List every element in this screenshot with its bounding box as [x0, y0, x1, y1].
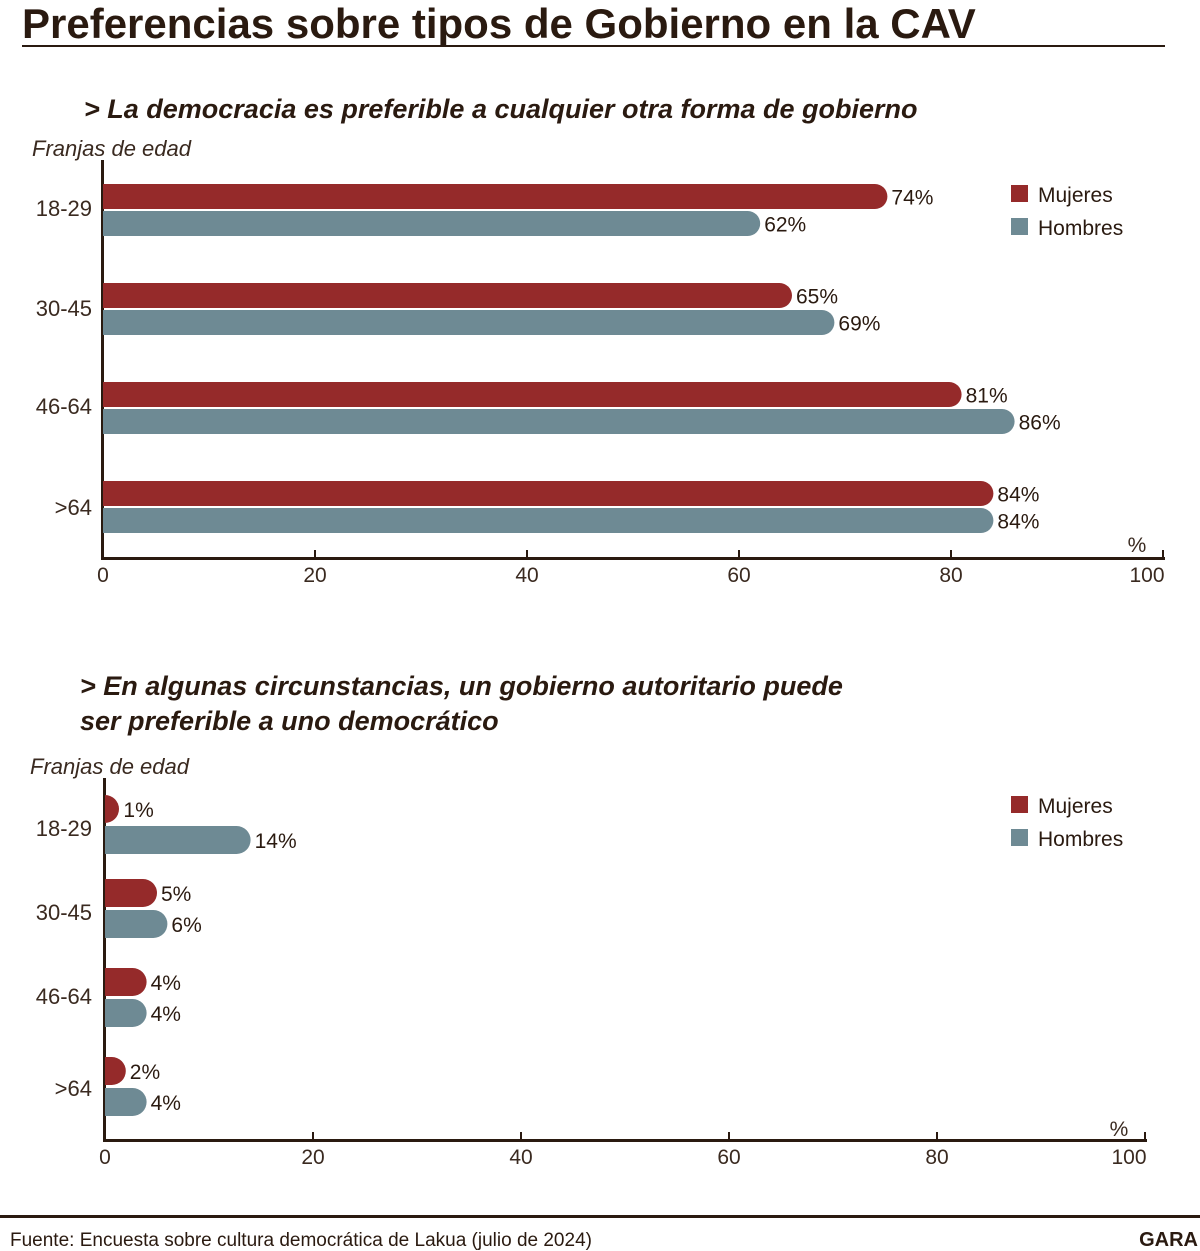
- legend-swatch-hombres: [1011, 829, 1028, 846]
- x-tick-label: 40: [509, 1146, 532, 1169]
- bar-mujeres: [105, 1057, 126, 1085]
- bar-mujeres: [103, 184, 888, 209]
- x-tick-label: 0: [97, 564, 109, 587]
- category-label: 46-64: [36, 394, 92, 419]
- data-label: 84%: [997, 511, 1039, 534]
- x-tick-mark: [312, 1132, 314, 1140]
- y-axis-label: Franjas de edad: [30, 754, 190, 779]
- legend-label: Mujeres: [1038, 795, 1113, 818]
- source-note: Fuente: Encuesta sobre cultura democráti…: [10, 1230, 592, 1251]
- category-label: 30-45: [36, 296, 92, 321]
- data-label: 1%: [123, 799, 153, 822]
- x-tick-label: 100: [1129, 564, 1164, 587]
- legend-swatch-mujeres: [1011, 185, 1028, 202]
- bar-hombres: [103, 310, 835, 335]
- chart-1: > La democracia es preferible a cualquie…: [32, 94, 1165, 587]
- x-tick-label: 60: [717, 1146, 740, 1169]
- bar-hombres: [105, 910, 168, 938]
- legend-label: Hombres: [1038, 828, 1123, 851]
- legend-swatch-mujeres: [1011, 796, 1028, 813]
- bar-mujeres: [105, 968, 147, 996]
- page-title: Preferencias sobre tipos de Gobierno en …: [22, 0, 976, 47]
- bar-mujeres: [103, 382, 962, 407]
- chart-subtitle: > La democracia es preferible a cualquie…: [84, 94, 918, 124]
- bar-mujeres: [103, 283, 792, 308]
- data-label: 84%: [997, 484, 1039, 507]
- x-tick-mark: [520, 1132, 522, 1140]
- data-label: 86%: [1019, 412, 1061, 435]
- footer-rule: [0, 1215, 1200, 1218]
- legend-label: Mujeres: [1038, 184, 1113, 207]
- category-label: 46-64: [36, 984, 92, 1009]
- chart-subtitle: ser preferible a uno democrático: [80, 706, 499, 736]
- x-tick-label: 60: [727, 564, 750, 587]
- x-tick-mark: [936, 1132, 938, 1140]
- bar-hombres: [103, 211, 761, 236]
- bar-hombres: [105, 1088, 147, 1116]
- bar-mujeres: [103, 481, 994, 506]
- y-axis-line: [103, 778, 106, 1142]
- data-label: 4%: [151, 972, 181, 995]
- x-tick-label: 20: [303, 564, 326, 587]
- x-tick-label: 20: [301, 1146, 324, 1169]
- chart-subtitle: > En algunas circunstancias, un gobierno…: [80, 671, 843, 701]
- data-label: 14%: [255, 830, 297, 853]
- y-axis-line: [101, 160, 104, 560]
- x-tick-label: 80: [939, 564, 962, 587]
- x-tick-mark: [738, 550, 740, 558]
- data-label: 4%: [151, 1003, 181, 1026]
- x-axis-line: [103, 1139, 1147, 1142]
- data-label: 74%: [891, 187, 933, 210]
- bar-hombres: [103, 508, 994, 533]
- x-tick-mark: [314, 550, 316, 558]
- data-label: 62%: [764, 214, 806, 237]
- x-tick-mark: [526, 550, 528, 558]
- x-tick-mark: [950, 550, 952, 558]
- data-label: 2%: [130, 1061, 160, 1084]
- x-axis-unit: %: [1110, 1118, 1129, 1141]
- bar-hombres: [105, 999, 147, 1027]
- data-label: 4%: [151, 1092, 181, 1115]
- publisher-logo: GARA: [1139, 1229, 1198, 1251]
- x-axis-unit: %: [1128, 534, 1147, 557]
- data-label: 81%: [966, 385, 1008, 408]
- x-tick-label: 100: [1111, 1146, 1146, 1169]
- category-label: 18-29: [36, 816, 92, 841]
- x-tick-label: 40: [515, 564, 538, 587]
- category-label: >64: [55, 1076, 92, 1101]
- data-label: 5%: [161, 883, 191, 906]
- title-rule: [22, 45, 1165, 47]
- category-label: 18-29: [36, 196, 92, 221]
- x-tick-mark: [104, 1132, 106, 1140]
- bar-hombres: [105, 826, 251, 854]
- x-tick-mark: [102, 550, 104, 558]
- x-axis-line: [101, 557, 1165, 560]
- x-tick-label: 0: [99, 1146, 111, 1169]
- x-tick-mark: [1144, 1132, 1146, 1140]
- category-label: 30-45: [36, 900, 92, 925]
- bar-mujeres: [105, 795, 119, 823]
- x-tick-mark: [1162, 550, 1164, 558]
- data-label: 6%: [171, 914, 201, 937]
- x-tick-mark: [728, 1132, 730, 1140]
- bar-hombres: [103, 409, 1015, 434]
- x-tick-label: 80: [925, 1146, 948, 1169]
- data-label: 65%: [796, 286, 838, 309]
- legend-swatch-hombres: [1011, 218, 1028, 235]
- data-label: 69%: [838, 313, 880, 336]
- category-label: >64: [55, 495, 92, 520]
- chart-2: > En algunas circunstancias, un gobierno…: [30, 671, 1147, 1169]
- y-axis-label: Franjas de edad: [32, 136, 192, 161]
- bar-mujeres: [105, 879, 157, 907]
- legend-label: Hombres: [1038, 217, 1123, 240]
